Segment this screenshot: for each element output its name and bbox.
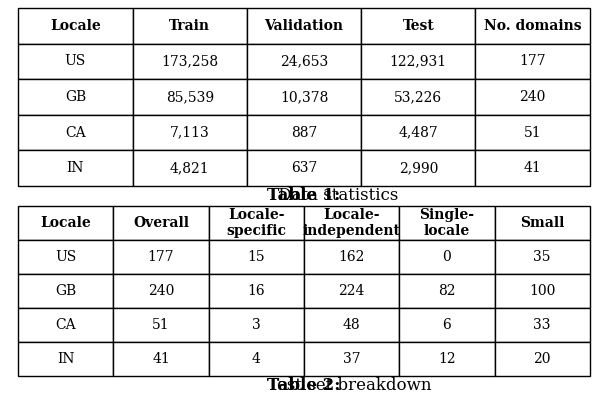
Text: Table 2:: Table 2:: [268, 377, 340, 394]
Text: Data statistics: Data statistics: [273, 187, 398, 204]
Text: Table 1:: Table 1:: [268, 187, 340, 204]
Text: Test set breakdown: Test set breakdown: [262, 377, 432, 394]
